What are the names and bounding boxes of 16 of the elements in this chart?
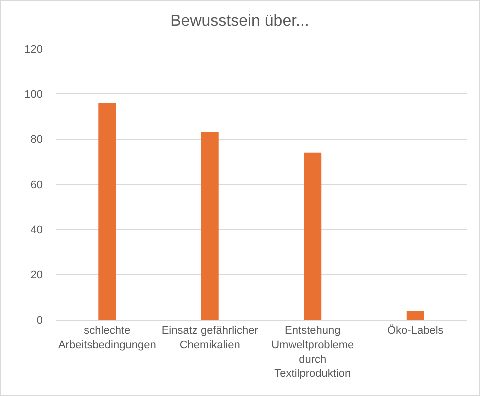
- bar: [98, 103, 116, 320]
- y-tick-label: 120: [24, 44, 43, 56]
- x-tick-label: Einsatz gefährlicher Chemikalien: [162, 325, 259, 352]
- y-tick-label: 20: [30, 270, 43, 282]
- y-tick-label: 100: [24, 89, 43, 102]
- bar: [201, 132, 219, 320]
- x-tick-label: schlechte Arbeitsbedingungen: [58, 325, 156, 352]
- y-tick-label: 0: [36, 314, 43, 327]
- y-tick-label: 60: [30, 179, 43, 192]
- y-tick-label: 80: [30, 134, 43, 146]
- x-tick-label: Entstehung Umweltprobleme durch Textilproduktion: [272, 325, 354, 380]
- bar: [304, 152, 322, 320]
- x-tick-label: Öko-Labels: [387, 324, 444, 338]
- bar: [406, 310, 424, 320]
- y-tick-label: 40: [30, 224, 43, 237]
- chart-title: Bewusstsein über...: [170, 12, 310, 30]
